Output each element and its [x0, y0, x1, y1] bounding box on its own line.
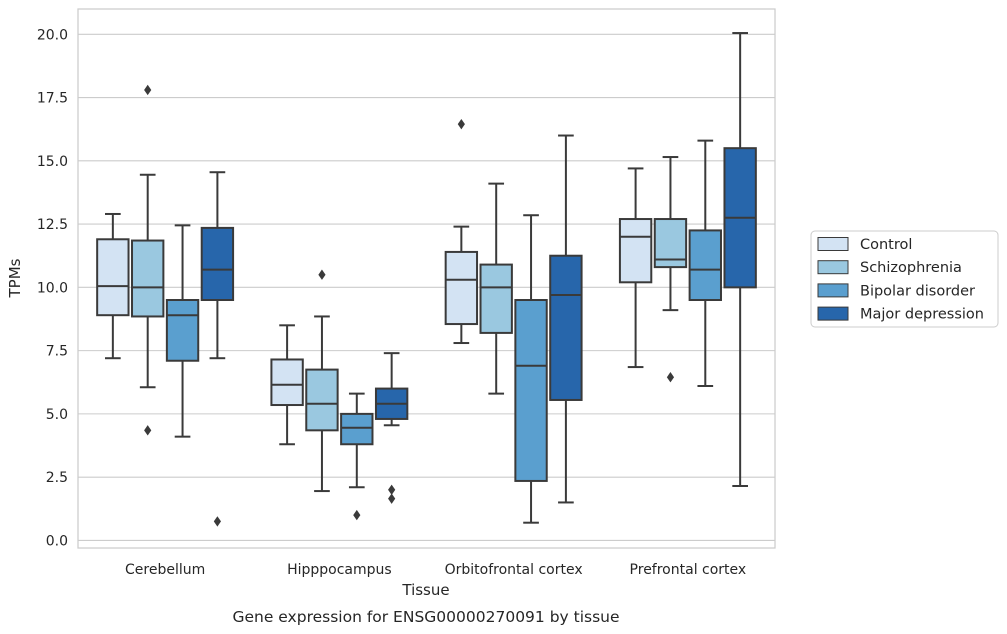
- outlier-point: [666, 371, 675, 383]
- x-tick-label: Prefrontal cortex: [630, 562, 747, 578]
- box-schizophrenia: [131, 84, 165, 436]
- legend-swatch: [817, 283, 849, 298]
- y-tick-label: 7.5: [46, 344, 68, 360]
- outlier-point: [353, 509, 361, 521]
- plot-background: [78, 9, 775, 548]
- outlier-point: [388, 484, 396, 495]
- legend-swatch: [817, 237, 849, 251]
- box-iqr: [688, 229, 722, 302]
- y-tick-label: 15.0: [37, 154, 68, 170]
- box-control: [618, 167, 653, 369]
- legend-swatch: [817, 306, 849, 321]
- box-bipolar-disorder: [165, 224, 200, 438]
- legend-label: Control: [860, 237, 912, 253]
- box-major-depression: [374, 352, 409, 504]
- box-control: [270, 324, 304, 446]
- legend-label: Major depression: [860, 307, 984, 323]
- box-schizophrenia: [653, 156, 688, 383]
- outlier-point: [213, 516, 221, 527]
- box-schizophrenia: [479, 182, 513, 395]
- box-iqr: [618, 218, 653, 284]
- box-major-depression: [723, 32, 757, 488]
- box-iqr: [270, 358, 304, 407]
- legend: Control Schizophrenia Bipolar disorder Majo…: [810, 230, 999, 328]
- box-bipolar-disorder: [514, 214, 548, 524]
- y-tick-label: 17.5: [37, 91, 68, 107]
- outlier-point: [388, 493, 396, 504]
- outlier-point: [144, 84, 152, 96]
- y-tick-label: 10.0: [37, 280, 68, 296]
- box-control: [96, 212, 130, 360]
- y-tick-labels: 0.0 2.5 5.0 7.5 10.0 12.5 15.0 17.5 20.0: [37, 27, 68, 549]
- legend-swatch: [817, 260, 849, 275]
- box-major-depression: [549, 134, 583, 504]
- box-groups: [96, 32, 757, 527]
- y-tick-label: 0.0: [46, 533, 68, 549]
- box-iqr: [305, 368, 339, 432]
- outlier-point: [318, 269, 326, 280]
- box-iqr: [444, 250, 479, 326]
- box-bipolar-disorder: [340, 392, 374, 521]
- y-tick-label: 5.0: [46, 407, 68, 423]
- x-tick-label: Cerebellum: [125, 562, 205, 578]
- outlier-point: [457, 118, 465, 130]
- y-tick-label: 12.5: [37, 217, 68, 233]
- plot-frame: [77, 8, 776, 549]
- box-iqr: [514, 299, 548, 482]
- y-axis-title: TPMs: [6, 258, 24, 298]
- box-schizophrenia: [305, 269, 339, 493]
- box-iqr: [549, 254, 583, 401]
- legend-label: Bipolar disorder: [860, 283, 975, 299]
- outlier-point: [144, 425, 152, 436]
- box-bipolar-disorder: [688, 139, 722, 388]
- y-tick-label: 20.0: [37, 27, 68, 43]
- x-axis-title: Tissue: [401, 581, 449, 599]
- box-iqr: [200, 226, 235, 302]
- box-iqr: [479, 263, 513, 334]
- legend-label: Schizophrenia: [860, 260, 962, 276]
- box-iqr: [165, 299, 200, 362]
- box-iqr: [340, 412, 374, 446]
- x-tick-label: Hipppocampus: [287, 562, 392, 578]
- chart-caption: Gene expression for ENSG00000270091 by t…: [232, 608, 619, 626]
- x-tick-labels: Cerebellum Hipppocampus Orbitofrontal cort…: [125, 562, 746, 578]
- legend-frame: [810, 230, 999, 328]
- box-iqr: [96, 238, 130, 317]
- y-tick-label: 2.5: [46, 470, 68, 486]
- box-iqr: [131, 239, 165, 318]
- box-major-depression: [200, 171, 235, 527]
- x-tick-label: Orbitofrontal cortex: [445, 562, 583, 578]
- box-control: [444, 118, 479, 345]
